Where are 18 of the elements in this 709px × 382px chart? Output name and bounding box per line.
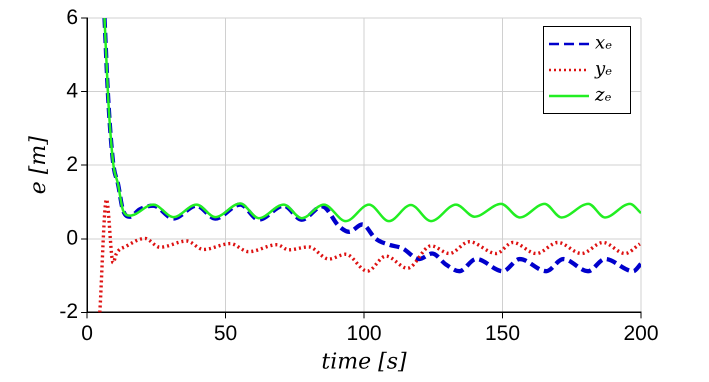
y-tick-label: 4 bbox=[66, 79, 78, 102]
legend-label: xₑ bbox=[595, 32, 612, 54]
legend-label: zₑ bbox=[594, 84, 612, 106]
line-series bbox=[102, 18, 641, 274]
y-tick-label: 2 bbox=[66, 152, 78, 176]
legend-label: yₑ bbox=[594, 58, 612, 80]
line-series bbox=[98, 198, 641, 312]
x-tick-label: 50 bbox=[214, 322, 238, 345]
y-tick-label: 6 bbox=[66, 6, 78, 29]
x-tick-label: 0 bbox=[81, 322, 93, 345]
y-tick-label: -2 bbox=[59, 300, 78, 324]
y-axis-title: e [m] bbox=[26, 136, 51, 194]
x-tick-label: 200 bbox=[623, 322, 659, 345]
line-series bbox=[103, 18, 641, 222]
x-tick-label: 100 bbox=[346, 322, 382, 345]
x-axis-title: time [s] bbox=[321, 350, 408, 375]
x-tick-label: 150 bbox=[484, 322, 520, 345]
y-tick-label: 0 bbox=[66, 226, 78, 250]
